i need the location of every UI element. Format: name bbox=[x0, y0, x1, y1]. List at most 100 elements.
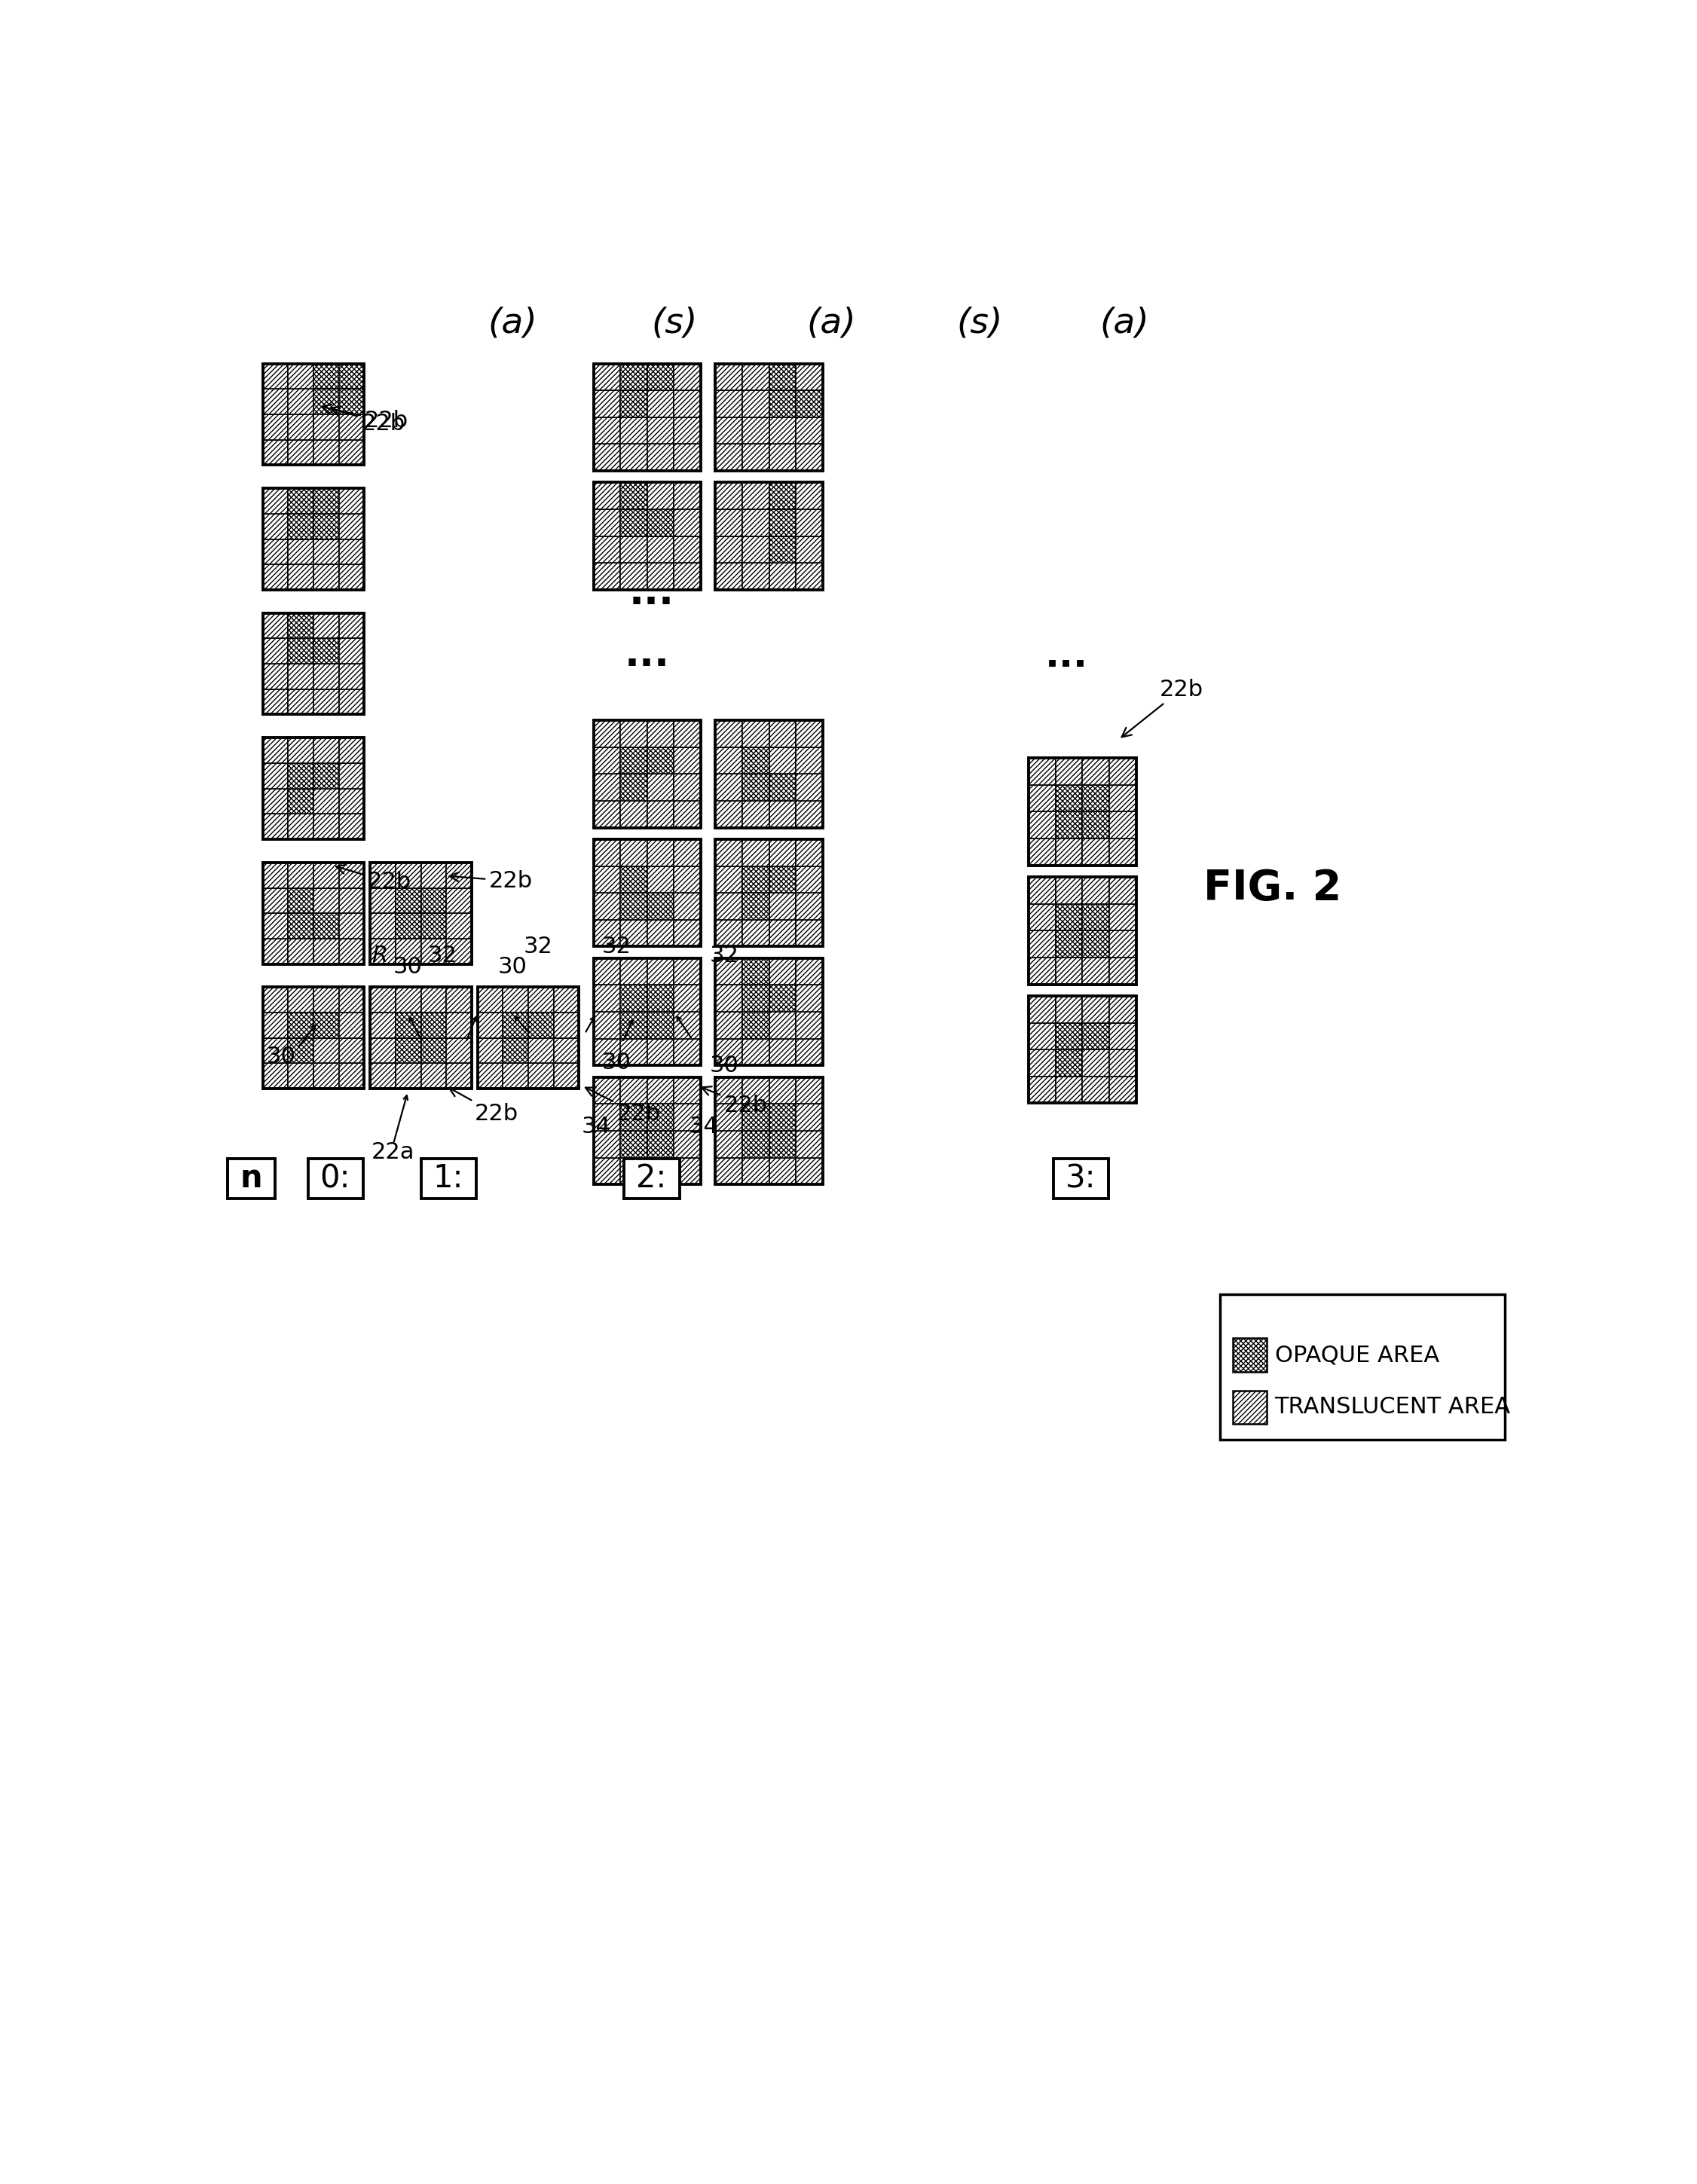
Bar bbox=[796, 867, 823, 893]
Bar bbox=[288, 762, 314, 788]
Bar bbox=[370, 863, 395, 889]
Bar bbox=[1028, 1022, 1056, 1051]
Bar bbox=[314, 614, 339, 638]
Bar bbox=[1028, 758, 1135, 865]
Bar bbox=[288, 987, 314, 1013]
Bar bbox=[796, 1040, 823, 1066]
Text: 0:: 0: bbox=[321, 1162, 351, 1195]
Bar bbox=[594, 959, 621, 985]
Text: 34: 34 bbox=[582, 1116, 611, 1138]
Bar bbox=[339, 363, 365, 389]
Bar bbox=[647, 839, 674, 867]
Bar bbox=[716, 537, 742, 563]
Bar bbox=[314, 690, 339, 714]
Bar bbox=[288, 889, 314, 913]
Bar bbox=[594, 363, 621, 391]
Bar bbox=[594, 802, 621, 828]
Text: 32: 32 bbox=[709, 943, 738, 965]
Bar bbox=[742, 893, 769, 919]
Text: R: R bbox=[372, 943, 389, 965]
Text: 22b: 22b bbox=[322, 404, 407, 432]
Bar bbox=[502, 1037, 528, 1064]
Bar bbox=[314, 439, 339, 465]
Bar bbox=[742, 959, 769, 985]
Bar bbox=[796, 721, 823, 747]
Bar bbox=[263, 690, 288, 714]
Bar bbox=[314, 389, 339, 415]
Bar bbox=[421, 987, 446, 1013]
Bar bbox=[502, 1064, 528, 1088]
Bar bbox=[674, 363, 701, 391]
Bar bbox=[339, 664, 365, 690]
Bar bbox=[716, 919, 742, 946]
Bar bbox=[647, 1131, 674, 1158]
Bar bbox=[674, 537, 701, 563]
Text: 2:: 2: bbox=[636, 1162, 667, 1195]
Bar bbox=[288, 563, 314, 590]
Bar bbox=[716, 1103, 742, 1131]
Bar bbox=[716, 417, 742, 443]
Bar bbox=[1110, 812, 1135, 839]
Bar bbox=[314, 1013, 339, 1037]
Bar bbox=[263, 439, 288, 465]
Bar bbox=[1110, 758, 1135, 784]
Bar bbox=[647, 563, 674, 590]
Bar bbox=[1028, 839, 1056, 865]
Bar bbox=[674, 391, 701, 417]
Bar bbox=[339, 913, 365, 939]
Bar bbox=[263, 762, 288, 788]
Bar bbox=[594, 893, 621, 919]
Bar bbox=[769, 537, 796, 563]
Bar bbox=[769, 959, 796, 985]
Bar bbox=[314, 415, 339, 439]
Bar bbox=[594, 563, 621, 590]
Bar bbox=[314, 762, 339, 788]
Bar bbox=[674, 417, 701, 443]
Bar bbox=[370, 987, 472, 1088]
Bar bbox=[314, 815, 339, 839]
Bar bbox=[769, 417, 796, 443]
Bar bbox=[769, 363, 796, 391]
Bar bbox=[742, 509, 769, 537]
Bar bbox=[647, 1077, 674, 1103]
Bar bbox=[314, 489, 339, 513]
Bar bbox=[1110, 784, 1135, 812]
Bar bbox=[370, 939, 395, 963]
Bar bbox=[263, 614, 365, 714]
Bar bbox=[1083, 878, 1110, 904]
Bar bbox=[339, 614, 365, 638]
Bar bbox=[647, 802, 674, 828]
Bar bbox=[796, 391, 823, 417]
Text: (a): (a) bbox=[487, 306, 536, 341]
Bar bbox=[742, 1103, 769, 1131]
Bar bbox=[594, 1158, 621, 1184]
Text: FIG. 2: FIG. 2 bbox=[1203, 869, 1341, 909]
Bar bbox=[263, 738, 288, 762]
Bar bbox=[674, 443, 701, 472]
Bar bbox=[395, 1013, 421, 1037]
Bar bbox=[594, 747, 621, 773]
Bar bbox=[796, 417, 823, 443]
Bar bbox=[647, 867, 674, 893]
Bar bbox=[1056, 878, 1083, 904]
Bar bbox=[674, 893, 701, 919]
Bar bbox=[594, 483, 621, 509]
Bar bbox=[716, 563, 742, 590]
Bar bbox=[716, 1040, 742, 1066]
Text: 22b: 22b bbox=[331, 406, 406, 435]
Bar bbox=[446, 1037, 472, 1064]
Bar bbox=[263, 664, 288, 690]
Bar bbox=[288, 815, 314, 839]
Bar bbox=[796, 509, 823, 537]
Bar bbox=[1110, 930, 1135, 957]
Bar bbox=[796, 773, 823, 802]
Bar bbox=[621, 721, 647, 747]
Bar bbox=[314, 1064, 339, 1088]
Bar bbox=[621, 773, 647, 802]
Bar bbox=[446, 939, 472, 963]
Bar bbox=[395, 863, 421, 889]
Bar bbox=[339, 1064, 365, 1088]
Bar bbox=[421, 863, 446, 889]
Bar bbox=[553, 987, 579, 1013]
Bar bbox=[647, 443, 674, 472]
